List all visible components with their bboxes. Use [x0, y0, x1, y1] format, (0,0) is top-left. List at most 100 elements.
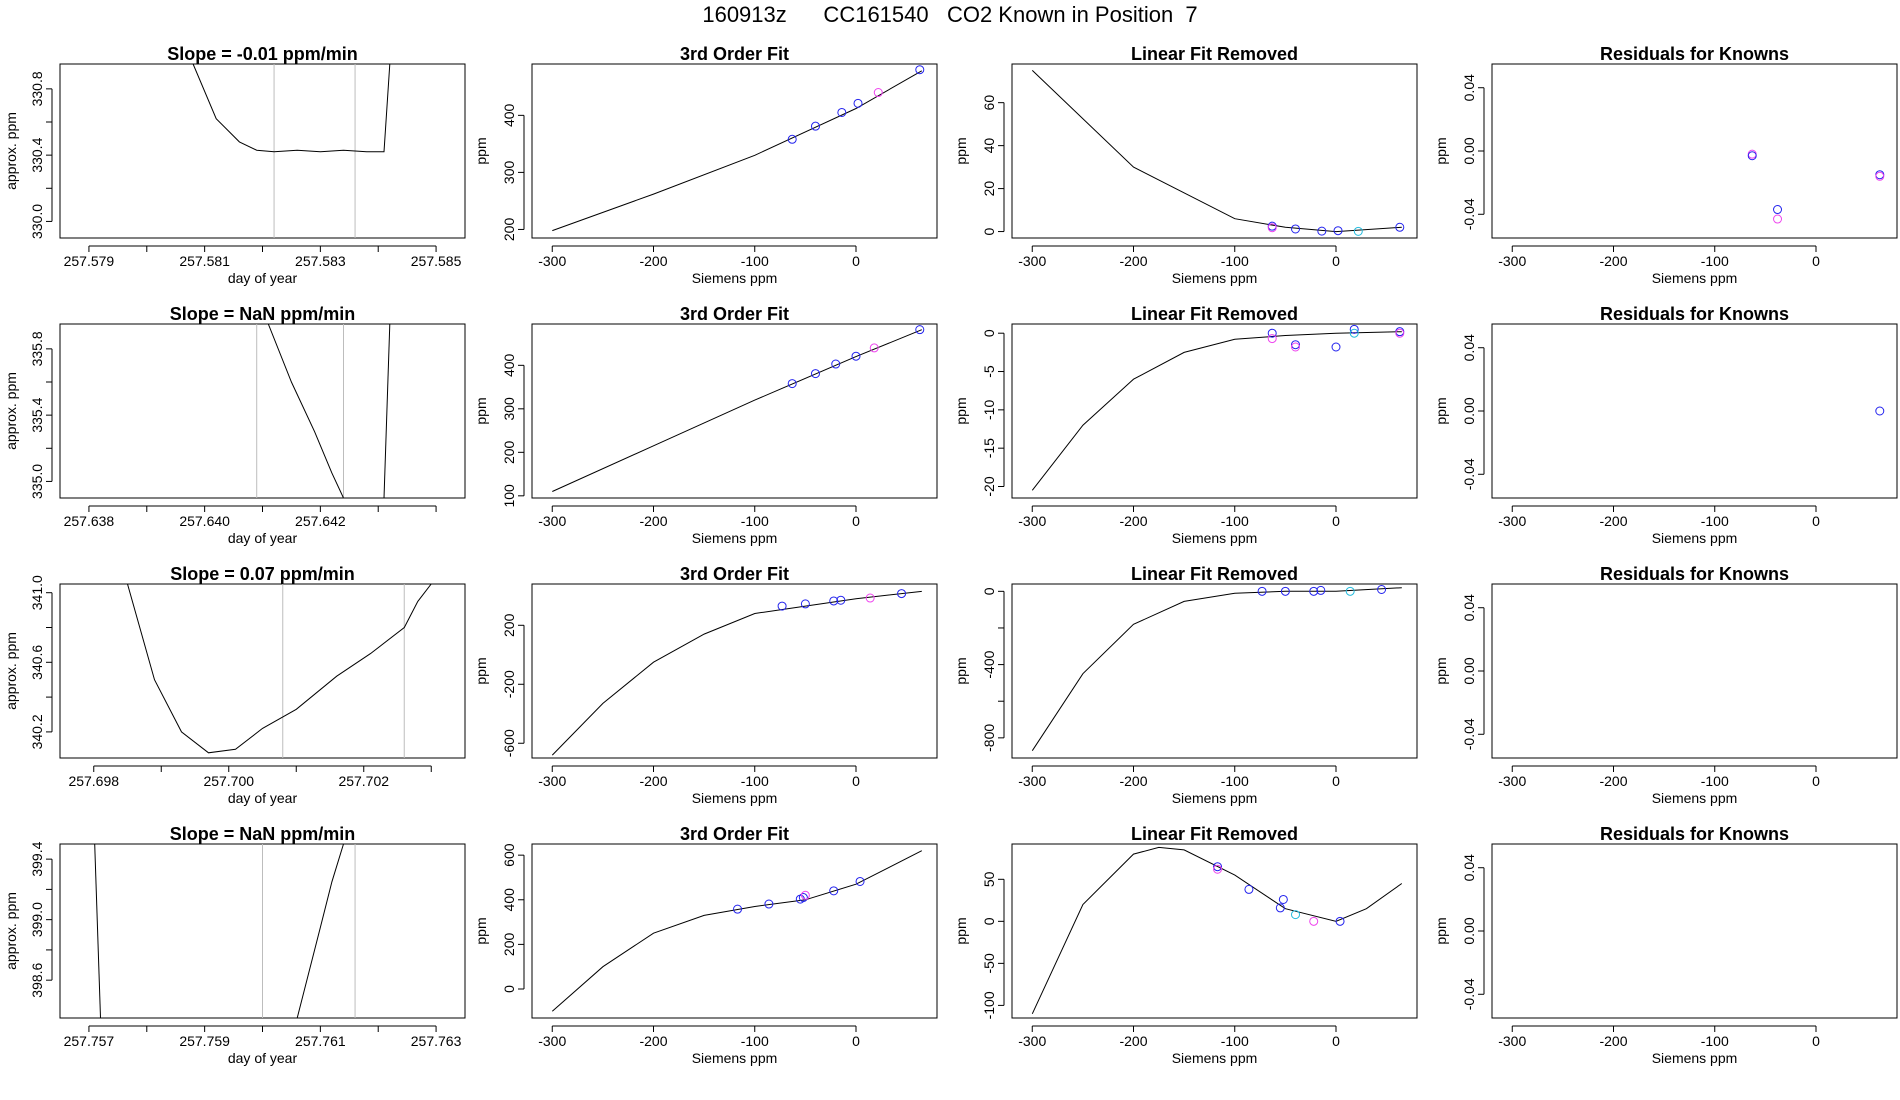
y-axis-label: ppm — [1433, 137, 1449, 164]
y-tick-label: 0.00 — [1461, 657, 1477, 684]
plot-frame — [1491, 63, 1898, 239]
data-point — [777, 601, 787, 611]
y-tick-label: 398.6 — [29, 962, 45, 997]
x-tick-label: -300 — [1498, 253, 1526, 269]
y-tick-label: 200 — [501, 440, 517, 464]
fit-curve — [1031, 587, 1402, 751]
y-tick-label: 399.4 — [29, 841, 45, 876]
y-tick-label: 399.0 — [29, 902, 45, 937]
x-tick-label: -200 — [1599, 253, 1627, 269]
data-point — [869, 343, 879, 353]
y-axis-label: ppm — [1433, 657, 1449, 684]
panel-title: Linear Fit Removed — [1131, 564, 1298, 584]
x-tick-label: -300 — [1498, 773, 1526, 789]
x-tick-label: -300 — [1018, 1033, 1046, 1049]
x-tick-label: 257.585 — [411, 253, 462, 269]
panel-3-2: 3rd Order Fit -300 -200 -100 0 Siemens ppm -60… — [473, 564, 938, 806]
x-tick-label: -200 — [639, 773, 667, 789]
x-tick-label: 0 — [1332, 1033, 1340, 1049]
x-tick-label: 257.642 — [295, 513, 346, 529]
x-tick-label: -100 — [1701, 1033, 1729, 1049]
x-tick-label: -200 — [639, 1033, 667, 1049]
data-point — [1345, 586, 1355, 596]
data-point — [837, 107, 847, 117]
y-tick-label: 200 — [501, 613, 517, 637]
x-tick-label: -200 — [1119, 1033, 1147, 1049]
y-tick-label: 0.04 — [1461, 854, 1477, 881]
y-tick-label: 330.8 — [29, 71, 45, 106]
y-axis-label: approx. ppm — [3, 632, 19, 710]
data-point — [831, 359, 841, 369]
panel-4-4: Residuals for Knowns -300 -200 -100 0 Siemens… — [1433, 824, 1898, 1066]
y-axis-label: ppm — [473, 397, 489, 424]
panel-title: 3rd Order Fit — [680, 824, 789, 844]
x-tick-label: -200 — [1119, 513, 1147, 529]
data-point — [787, 134, 797, 144]
fit-curve-secondary — [383, 324, 391, 498]
x-tick-label: -300 — [1018, 253, 1046, 269]
y-tick-label: 0 — [981, 329, 997, 337]
plot-frame — [1011, 63, 1418, 239]
plot-frame — [59, 323, 466, 499]
x-axis-label: Siemens ppm — [1172, 790, 1258, 806]
panel-title: Slope = NaN ppm/min — [170, 824, 356, 844]
panel-title: Residuals for Knowns — [1600, 304, 1789, 324]
x-tick-label: -100 — [741, 773, 769, 789]
x-axis-label: Siemens ppm — [1652, 1050, 1738, 1066]
y-axis-label: ppm — [1433, 917, 1449, 944]
y-tick-label: -10 — [981, 400, 997, 420]
y-tick-label: 0 — [981, 227, 997, 235]
y-tick-label: 0.00 — [1461, 137, 1477, 164]
panel-3-4: Residuals for Knowns -300 -200 -100 0 Siemens… — [1433, 564, 1898, 806]
y-tick-label: -0.04 — [1461, 458, 1477, 490]
data-point — [1377, 584, 1387, 594]
panel-4-2: 3rd Order Fit -300 -200 -100 0 Siemens ppm 0 20… — [473, 824, 938, 1066]
x-tick-label: -100 — [1701, 513, 1729, 529]
panel-title: Residuals for Knowns — [1600, 44, 1789, 64]
panel-1-2: 3rd Order Fit -300 -200 -100 0 Siemens ppm 200… — [473, 44, 938, 286]
data-point — [1395, 328, 1405, 338]
data-point — [1333, 226, 1343, 236]
x-tick-label: -100 — [1221, 253, 1249, 269]
x-tick-label: -100 — [741, 513, 769, 529]
data-point — [829, 596, 839, 606]
y-axis-label: ppm — [473, 657, 489, 684]
x-tick-label: 0 — [1812, 253, 1820, 269]
data-point — [1291, 224, 1300, 234]
plot-frame — [531, 323, 938, 499]
data-point — [1773, 214, 1783, 224]
plot-frame — [1011, 323, 1418, 499]
panel-title: Slope = 0.07 ppm/min — [170, 564, 355, 584]
fit-curve — [127, 584, 432, 754]
plot-content — [1031, 584, 1402, 751]
y-tick-label: 340.6 — [29, 645, 45, 680]
data-point — [1267, 223, 1277, 233]
y-tick-label: 0 — [501, 985, 517, 993]
data-point — [1309, 916, 1319, 926]
fit-curve — [552, 329, 922, 492]
x-tick-label: -300 — [538, 773, 566, 789]
x-axis-label: Siemens ppm — [1652, 270, 1738, 286]
fit-curve — [1031, 846, 1403, 1015]
x-tick-label: -200 — [639, 253, 667, 269]
y-tick-label: -50 — [981, 953, 997, 973]
data-point — [787, 379, 797, 389]
data-point — [1349, 328, 1359, 338]
data-point — [811, 369, 820, 379]
y-tick-label: 0.04 — [1461, 594, 1477, 621]
y-tick-label: 0.00 — [1461, 917, 1477, 944]
plot-content — [192, 64, 391, 238]
x-tick-label: -200 — [1599, 773, 1627, 789]
panel-1-1: Slope = -0.01 ppm/min 257.579 257.581 257.5… — [3, 44, 466, 286]
page-title: 160913z CC161540 CO2 Known in Position 7 — [702, 2, 1198, 27]
data-point — [855, 876, 865, 886]
panel-2-4: Residuals for Knowns -300 -200 -100 0 Siemens… — [1433, 304, 1898, 546]
plot-content — [1031, 324, 1405, 491]
y-tick-label: 0.00 — [1461, 397, 1477, 424]
y-tick-label: 330.4 — [29, 137, 45, 172]
panel-title: 3rd Order Fit — [680, 44, 789, 64]
x-tick-label: 257.698 — [68, 773, 119, 789]
panel-title: Slope = NaN ppm/min — [170, 304, 356, 324]
data-point — [1747, 151, 1757, 161]
